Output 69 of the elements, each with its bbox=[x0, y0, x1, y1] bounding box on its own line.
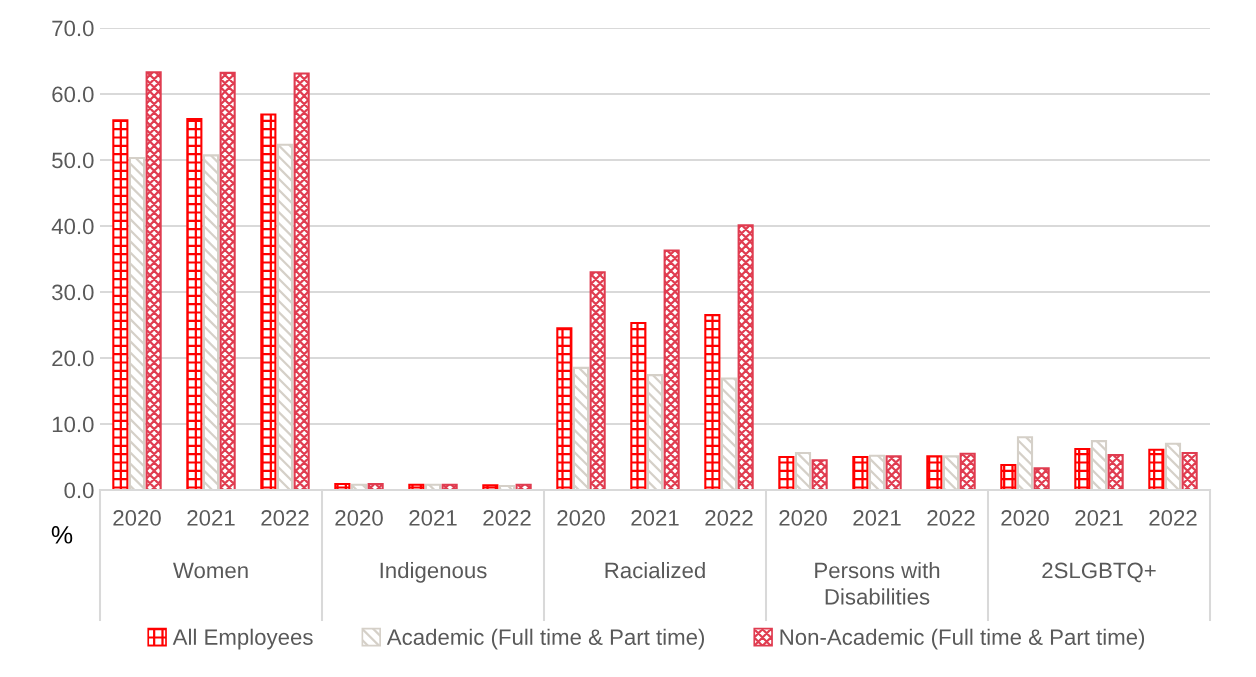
bar bbox=[260, 113, 277, 490]
bar bbox=[128, 156, 146, 490]
bar bbox=[1181, 452, 1198, 490]
x-tick-label: 2020 bbox=[1001, 510, 1049, 526]
bar bbox=[1000, 463, 1017, 490]
x-tick-label: 2020 bbox=[779, 510, 827, 526]
bar bbox=[1107, 453, 1124, 490]
bar bbox=[1016, 436, 1034, 490]
text: 2SLGBTQ+ bbox=[1042, 562, 1156, 583]
bar bbox=[737, 224, 754, 490]
y-axis-title: % bbox=[51, 526, 73, 544]
text: Women bbox=[173, 562, 248, 579]
bar bbox=[219, 71, 236, 490]
x-tick-label: 2021 bbox=[1075, 510, 1123, 526]
x-tick-label: 2020 bbox=[557, 510, 605, 526]
bar bbox=[482, 484, 499, 490]
bar bbox=[1090, 440, 1108, 490]
bar bbox=[630, 321, 647, 490]
bar bbox=[112, 119, 129, 490]
legend-label: Non-Academic (Full time & Part time) bbox=[780, 628, 1145, 650]
bar bbox=[1148, 448, 1165, 490]
bar bbox=[794, 452, 812, 490]
bar bbox=[1033, 467, 1050, 490]
bar bbox=[926, 455, 943, 490]
bar bbox=[276, 143, 294, 490]
text: Racialized bbox=[605, 562, 705, 579]
y-tick-label: 30.0 bbox=[52, 284, 94, 301]
x-tick-label: 2021 bbox=[853, 510, 901, 526]
bar bbox=[589, 271, 606, 490]
bar bbox=[202, 154, 220, 490]
x-tick-label: 2021 bbox=[409, 510, 457, 526]
x-tick-label: 2020 bbox=[335, 510, 383, 526]
text: Persons with Disabilities bbox=[815, 562, 940, 605]
text: Indigenous bbox=[380, 562, 487, 583]
bar bbox=[852, 455, 869, 490]
y-tick-label: 70.0 bbox=[52, 20, 94, 37]
bar bbox=[293, 72, 310, 490]
bar bbox=[556, 327, 573, 490]
legend-label: Academic (Full time & Part time) bbox=[386, 628, 705, 650]
bar bbox=[1164, 442, 1182, 490]
y-tick-label: 0.0 bbox=[64, 482, 94, 499]
bar bbox=[145, 71, 162, 490]
bar bbox=[1074, 448, 1091, 490]
bar bbox=[186, 118, 203, 490]
x-tick-label: 2020 bbox=[113, 510, 161, 526]
x-tick-label: 2021 bbox=[631, 510, 679, 526]
y-tick-label: 40.0 bbox=[51, 218, 94, 235]
bar bbox=[778, 455, 795, 490]
bar bbox=[959, 452, 976, 490]
y-tick-label: 60.0 bbox=[52, 86, 94, 103]
bar bbox=[572, 366, 590, 490]
bar bbox=[720, 377, 738, 490]
bar bbox=[942, 455, 960, 490]
y-tick-label: 10.0 bbox=[52, 416, 94, 433]
x-tick-label: 2022 bbox=[483, 510, 531, 526]
bar bbox=[885, 455, 902, 490]
x-tick-label: 2022 bbox=[927, 510, 975, 526]
x-tick-label: 2022 bbox=[261, 510, 309, 526]
y-tick-label: 50.0 bbox=[52, 152, 94, 169]
x-tick-label: 2022 bbox=[1149, 510, 1197, 526]
bar bbox=[704, 314, 721, 490]
y-tick-label: 20.0 bbox=[52, 350, 94, 367]
bar bbox=[646, 374, 664, 490]
bar bbox=[663, 249, 680, 490]
legend-label: All Employees bbox=[172, 628, 313, 650]
bar bbox=[868, 454, 886, 490]
x-tick-label: 2022 bbox=[705, 510, 753, 526]
bar bbox=[811, 459, 828, 490]
x-tick-label: 2021 bbox=[187, 510, 235, 526]
